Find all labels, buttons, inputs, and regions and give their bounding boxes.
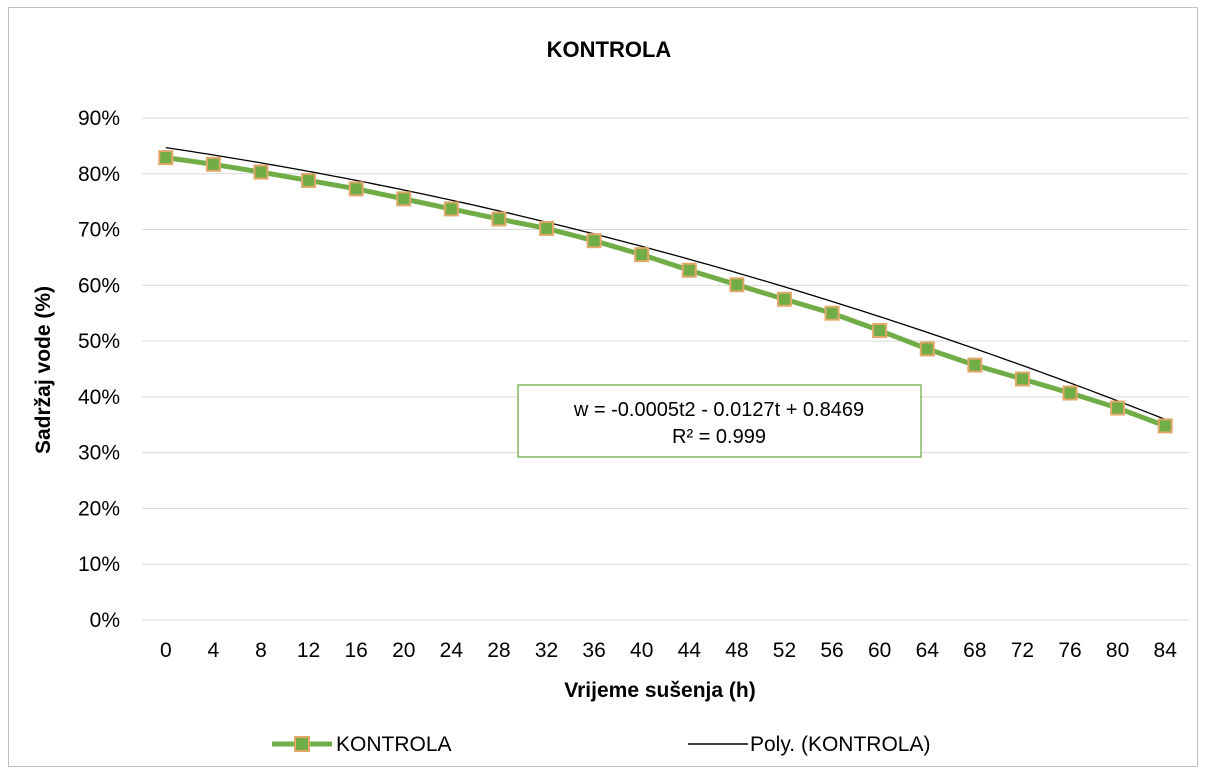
data-point-16: [348, 181, 364, 197]
y-tick-label-4: 40%: [78, 386, 120, 409]
x-tick-label-17: 68: [963, 639, 986, 662]
y-tick-label-1: 10%: [78, 553, 120, 576]
data-point-52: [776, 291, 792, 307]
data-point-36: [586, 233, 602, 249]
data-point-56: [824, 305, 840, 321]
x-tick-label-9: 36: [582, 639, 605, 662]
chart-title: KONTROLA: [547, 37, 672, 62]
equation-text: w = -0.0005t2 - 0.0127t + 0.8469: [573, 399, 864, 421]
x-tick-label-12: 48: [725, 639, 748, 662]
data-point-32: [539, 220, 555, 236]
trendline-poly: [158, 146, 1173, 434]
x-axis-title: Vrijeme sušenja (h): [564, 679, 755, 702]
data-point-80: [1110, 400, 1126, 416]
data-point-20: [396, 191, 412, 207]
x-tick-label-20: 80: [1106, 639, 1129, 662]
trendline-equation-box: w = -0.0005t2 - 0.0127t + 0.8469 R² = 0.…: [517, 384, 922, 458]
x-tick-label-7: 28: [487, 639, 510, 662]
y-tick-label-9: 90%: [78, 107, 120, 130]
x-tick-label-15: 60: [868, 639, 891, 662]
y-tick-label-2: 20%: [78, 497, 120, 520]
x-tick-label-4: 16: [344, 639, 367, 662]
legend-marker-kontrola: [294, 736, 310, 752]
gridlines: [142, 117, 1189, 621]
x-tick-label-16: 64: [916, 639, 940, 662]
x-tick-label-21: 84: [1154, 639, 1178, 662]
y-tick-label-0: 0%: [90, 609, 120, 632]
trendline-path: [165, 146, 1166, 420]
y-axis-ticks: 0% 10% 20% 30% 40% 50% 60% 70% 80% 90%: [78, 107, 120, 632]
data-point-84: [1157, 418, 1173, 434]
data-point-12: [301, 172, 317, 188]
x-tick-label-5: 20: [392, 639, 415, 662]
data-point-40: [634, 247, 650, 263]
x-tick-label-19: 76: [1058, 639, 1081, 662]
legend-label-poly: Poly. (KONTROLA): [750, 733, 930, 756]
series-kontrola: [165, 155, 1167, 429]
x-tick-label-10: 40: [630, 639, 653, 662]
data-point-4: [205, 156, 221, 172]
y-tick-label-8: 80%: [78, 163, 120, 186]
x-tick-label-3: 12: [297, 639, 320, 662]
y-tick-label-7: 70%: [78, 219, 120, 242]
x-tick-label-18: 72: [1011, 639, 1034, 662]
legend-item-kontrola: KONTROLA: [272, 733, 452, 756]
data-point-68: [967, 357, 983, 373]
data-point-60: [872, 323, 888, 339]
x-tick-label-6: 24: [440, 639, 464, 662]
x-tick-label-8: 32: [535, 639, 558, 662]
x-axis-ticks: 0 4 8 12 16 20 24 28 32 36 40 44 48 52 56 60 64 68 72 76 80 8…: [160, 639, 1177, 662]
x-tick-label-1: 4: [208, 639, 220, 662]
x-tick-label-13: 52: [773, 639, 796, 662]
x-tick-label-11: 44: [678, 639, 702, 662]
data-point-48: [729, 277, 745, 293]
data-point-0: [158, 150, 174, 166]
r-squared-text: R² = 0.999: [672, 426, 766, 448]
y-tick-label-6: 60%: [78, 274, 120, 297]
data-point-24: [443, 201, 459, 217]
y-axis-title: Sadržaj vode (%): [32, 286, 55, 454]
x-tick-label-14: 56: [820, 639, 843, 662]
x-tick-label-2: 8: [255, 639, 267, 662]
y-tick-label-5: 50%: [78, 330, 120, 353]
legend: KONTROLA Poly. (KONTROLA): [272, 733, 930, 756]
x-tick-label-0: 0: [160, 639, 172, 662]
series-line-kontrola: [165, 155, 1167, 429]
data-point-44: [681, 262, 697, 278]
legend-item-poly: Poly. (KONTROLA): [688, 733, 930, 756]
data-point-64: [919, 341, 935, 357]
data-point-72: [1014, 371, 1030, 387]
data-point-8: [253, 164, 269, 180]
y-tick-label-3: 30%: [78, 442, 120, 465]
data-point-76: [1062, 385, 1078, 401]
legend-label-kontrola: KONTROLA: [336, 733, 452, 756]
data-point-28: [491, 211, 507, 227]
